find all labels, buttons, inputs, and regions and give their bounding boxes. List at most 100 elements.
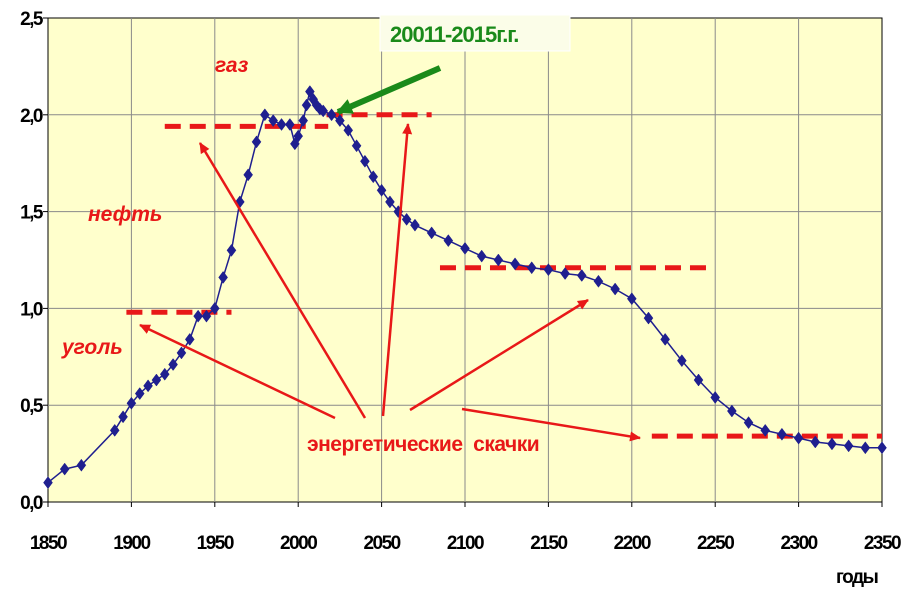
data-point xyxy=(460,241,470,255)
arrow-to-gas xyxy=(381,123,413,417)
arrow-to-oil xyxy=(198,142,367,419)
data-point xyxy=(793,431,804,445)
data-point xyxy=(276,118,287,131)
data-point xyxy=(576,269,587,282)
data-point xyxy=(260,108,270,122)
y-axis-ticks: 0,0 0,5 1,0 1,5 2,0 2,5 xyxy=(20,9,48,514)
x-tick-label: 1900 xyxy=(113,533,150,554)
arrow-to-plateau xyxy=(409,298,589,412)
data-point xyxy=(109,423,120,437)
data-point xyxy=(660,332,670,346)
data-point xyxy=(677,354,687,368)
data-point xyxy=(343,123,354,137)
data-point xyxy=(476,249,487,263)
data-point xyxy=(827,437,837,451)
data-point xyxy=(168,358,178,371)
arrow-to-tail xyxy=(461,407,641,442)
data-point xyxy=(643,311,654,325)
data-point xyxy=(218,271,228,284)
data-point xyxy=(143,379,153,393)
coal-label: уголь xyxy=(61,336,123,359)
data-point xyxy=(526,261,537,275)
data-point xyxy=(410,218,420,232)
x-tick-label: 2100 xyxy=(447,533,484,554)
data-point xyxy=(743,416,754,430)
y-tick-label: 1,5 xyxy=(20,203,44,224)
data-point xyxy=(626,292,637,306)
data-point xyxy=(226,243,237,257)
jump-arrows xyxy=(139,123,641,442)
x-tick-label: 2050 xyxy=(363,533,400,554)
arrow-to-coal xyxy=(139,323,336,420)
data-point xyxy=(877,441,887,455)
data-point xyxy=(293,129,304,143)
grid xyxy=(48,18,882,502)
x-tick-label: 2350 xyxy=(864,533,901,554)
data-point xyxy=(426,226,437,240)
data-point xyxy=(251,135,262,149)
data-point xyxy=(351,139,362,153)
data-point xyxy=(201,309,212,323)
data-point xyxy=(401,212,412,226)
x-axis-title: годы xyxy=(836,567,878,588)
data-point xyxy=(126,396,137,410)
data-point xyxy=(335,114,345,128)
data-point xyxy=(368,170,379,184)
x-tick-label: 2000 xyxy=(280,533,317,554)
data-point xyxy=(610,282,620,296)
data-point xyxy=(59,462,70,476)
data-point xyxy=(385,195,395,209)
data-point xyxy=(318,104,329,118)
data-point xyxy=(301,98,312,112)
data-point xyxy=(810,435,821,449)
oil-label: нефть xyxy=(88,203,162,226)
gas-label: газ xyxy=(215,54,249,77)
series-1 xyxy=(43,85,887,490)
data-point xyxy=(159,367,170,381)
data-point xyxy=(360,154,370,168)
x-tick-label: 1850 xyxy=(30,533,67,554)
data-point xyxy=(860,441,871,455)
data-point xyxy=(727,404,737,418)
data-point xyxy=(285,118,295,131)
data-point xyxy=(134,387,145,401)
callout-arrow xyxy=(336,65,442,115)
callout-box xyxy=(379,14,571,52)
data-point xyxy=(209,301,220,315)
data-point xyxy=(268,114,278,128)
x-tick-label: 2200 xyxy=(614,533,651,554)
x-tick-label: 2300 xyxy=(780,533,817,554)
data-point xyxy=(593,274,604,288)
data-point xyxy=(443,234,454,248)
data-point xyxy=(510,257,520,271)
y-tick-label: 1,0 xyxy=(20,299,43,320)
data-point xyxy=(777,427,787,441)
data-point xyxy=(76,458,87,472)
data-point xyxy=(543,263,554,277)
data-point xyxy=(843,439,854,453)
data-point xyxy=(560,267,570,280)
data-point xyxy=(326,108,337,122)
x-axis-ticks: 1850 1900 1950 2000 2050 2100 2150 2200 2250 2300… xyxy=(30,502,903,554)
y-tick-label: 0,0 xyxy=(20,493,43,514)
x-tick-label: 1950 xyxy=(197,533,234,554)
data-point xyxy=(151,373,162,387)
x-tick-label: 2150 xyxy=(530,533,567,554)
data-point xyxy=(493,253,504,267)
data-point xyxy=(118,410,128,424)
data-point xyxy=(693,373,704,387)
y-tick-label: 2,5 xyxy=(20,9,44,30)
y-tick-label: 0,5 xyxy=(20,396,44,417)
data-point xyxy=(193,309,203,323)
data-point xyxy=(298,114,309,128)
data-point xyxy=(710,391,721,404)
data-point xyxy=(760,423,771,437)
data-point xyxy=(376,183,387,197)
x-tick-label: 2250 xyxy=(697,533,734,554)
jumps-label: энергетические скачки xyxy=(307,433,539,456)
callout-label: 20011-2015г.г. xyxy=(390,22,518,47)
data-point xyxy=(184,332,195,346)
data-point xyxy=(43,476,53,490)
data-point xyxy=(176,346,187,360)
